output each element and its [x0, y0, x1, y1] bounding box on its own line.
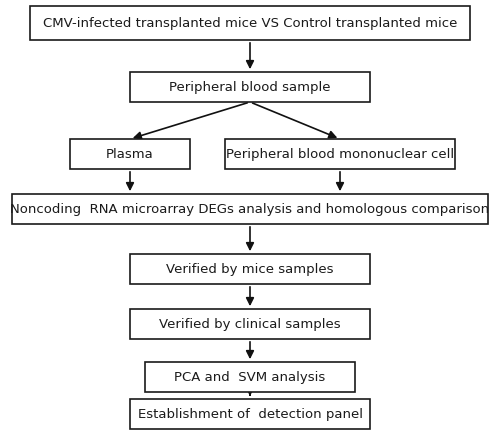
FancyBboxPatch shape [130, 399, 370, 429]
Text: Noncoding  RNA microarray DEGs analysis and homologous comparison: Noncoding RNA microarray DEGs analysis a… [10, 203, 490, 216]
FancyBboxPatch shape [130, 309, 370, 339]
FancyBboxPatch shape [12, 194, 488, 224]
FancyBboxPatch shape [70, 140, 190, 170]
FancyBboxPatch shape [130, 254, 370, 284]
FancyBboxPatch shape [225, 140, 455, 170]
FancyBboxPatch shape [30, 7, 470, 41]
FancyBboxPatch shape [145, 362, 355, 392]
Text: Plasma: Plasma [106, 148, 154, 161]
Text: Verified by mice samples: Verified by mice samples [166, 263, 334, 276]
Text: Peripheral blood sample: Peripheral blood sample [169, 81, 331, 94]
FancyBboxPatch shape [130, 73, 370, 103]
Text: Peripheral blood mononuclear cell: Peripheral blood mononuclear cell [226, 148, 454, 161]
Text: Verified by clinical samples: Verified by clinical samples [159, 318, 341, 331]
Text: CMV-infected transplanted mice VS Control transplanted mice: CMV-infected transplanted mice VS Contro… [43, 17, 457, 30]
Text: Establishment of  detection panel: Establishment of detection panel [138, 408, 362, 421]
Text: PCA and  SVM analysis: PCA and SVM analysis [174, 371, 326, 384]
